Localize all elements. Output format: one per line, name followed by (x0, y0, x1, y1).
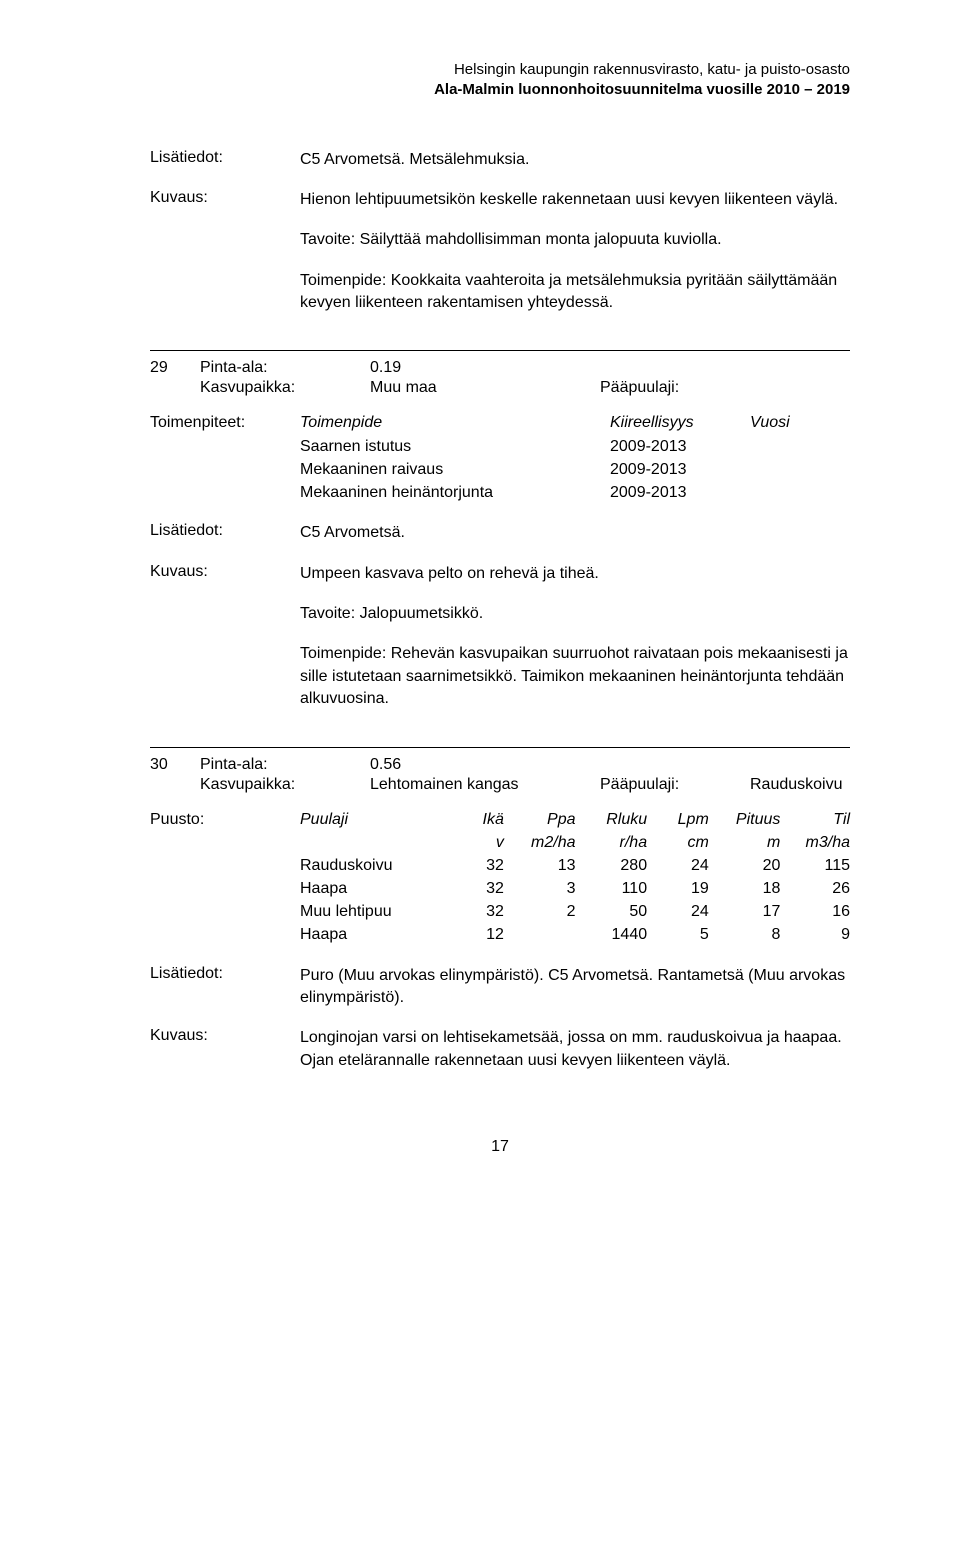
kuvaus-row-30: Kuvaus: Longinojan varsi on lehtisekamet… (150, 1027, 850, 1090)
paapuu-value (750, 379, 850, 397)
page-number: 17 (150, 1138, 850, 1156)
puusto-h-c7: Pituus (709, 808, 781, 831)
kasvu-value: Muu maa (370, 379, 600, 397)
kuvaus-p1: Umpeen kasvava pelto on rehevä ja tiheä. (300, 563, 850, 585)
tp-kv: 2009-2013 (610, 458, 750, 481)
kuvaus-p1: Longinojan varsi on lehtisekametsää, jos… (300, 1027, 850, 1072)
lisatiedot-row-29: Lisätiedot: C5 Arvometsä. (150, 522, 850, 544)
paapuu-label: Pääpuulaji: (600, 776, 750, 794)
pinta-label: Pinta-ala: (200, 359, 370, 377)
lisatiedot-label: Lisätiedot: (150, 149, 300, 171)
tp-head-kv: Kiireellisyys (610, 411, 750, 434)
pinta-value: 0.56 (370, 756, 600, 774)
tp-kv: 2009-2013 (610, 481, 750, 504)
kasvu-label: Kasvupaikka: (200, 776, 370, 794)
puusto-u-c5: r/ha (576, 831, 648, 854)
kuvaus-body: Longinojan varsi on lehtisekametsää, jos… (300, 1027, 850, 1090)
section-29-kasvu: Kasvupaikka: Muu maa Pääpuulaji: (150, 379, 850, 397)
kasvu-value: Lehtomainen kangas (370, 776, 600, 794)
puusto-label: Puusto: (150, 808, 300, 831)
kuvaus-label: Kuvaus: (150, 1027, 300, 1090)
section-29-pinta: 29 Pinta-ala: 0.19 (150, 359, 850, 377)
puusto-row: Muu lehtipuu 32 2 50 24 17 16 (150, 900, 850, 923)
puusto-row: Haapa 12 1440 5 8 9 (150, 923, 850, 946)
pinta-value: 0.19 (370, 359, 600, 377)
puusto-u-c3: v (449, 831, 504, 854)
tp-header-row: Toimenpiteet: Toimenpide Kiireellisyys V… (150, 411, 850, 434)
toimenpiteet-block: Toimenpiteet: Toimenpide Kiireellisyys V… (150, 411, 850, 504)
tp-head-name: Toimenpide (300, 411, 610, 434)
puusto-block: Puusto: Puulaji Ikä Ppa Rluku Lpm Pituus… (150, 808, 850, 947)
tp-name: Mekaaninen heinäntorjunta (300, 481, 610, 504)
paapuu-value: Rauduskoivu (750, 776, 850, 794)
kuvaus-label: Kuvaus: (150, 563, 300, 729)
kuvaus-row: Kuvaus: Hienon lehtipuumetsikön keskelle… (150, 189, 850, 333)
kuvaus-p1: Hienon lehtipuumetsikön keskelle rakenne… (300, 189, 850, 211)
tp-row: Mekaaninen raivaus 2009-2013 (150, 458, 850, 481)
kuvaus-p3: Toimenpide: Rehevän kasvupaikan suurruoh… (300, 643, 850, 710)
section-30-pinta: 30 Pinta-ala: 0.56 (150, 756, 850, 774)
document-page: Helsingin kaupungin rakennusvirasto, kat… (0, 0, 960, 1196)
puusto-h-c4: Ppa (504, 808, 576, 831)
puusto-row: Rauduskoivu 32 13 280 24 20 115 (150, 854, 850, 877)
tp-kv: 2009-2013 (610, 435, 750, 458)
tp-row: Mekaaninen heinäntorjunta 2009-2013 (150, 481, 850, 504)
puusto-h-c6: Lpm (647, 808, 709, 831)
lisatiedot-value: C5 Arvometsä. Metsälehmuksia. (300, 149, 850, 171)
puusto-u-c6: cm (647, 831, 709, 854)
puusto-header-1: Puusto: Puulaji Ikä Ppa Rluku Lpm Pituus… (150, 808, 850, 831)
kuvaus-label: Kuvaus: (150, 189, 300, 333)
tp-head-year: Vuosi (750, 411, 850, 434)
tp-name: Saarnen istutus (300, 435, 610, 458)
header-line-2: Ala-Malmin luonnonhoitosuunnitelma vuosi… (150, 80, 850, 100)
puusto-h-c2: Puulaji (300, 808, 449, 831)
puusto-h-c8: Til (780, 808, 850, 831)
section-id: 29 (150, 359, 200, 377)
lisatiedot-row: Lisätiedot: C5 Arvometsä. Metsälehmuksia… (150, 149, 850, 171)
kuvaus-p2: Tavoite: Jalopuumetsikkö. (300, 603, 850, 625)
section-separator (150, 747, 850, 748)
tp-row: Saarnen istutus 2009-2013 (150, 435, 850, 458)
kuvaus-row-29: Kuvaus: Umpeen kasvava pelto on rehevä j… (150, 563, 850, 729)
pinta-label: Pinta-ala: (200, 756, 370, 774)
lisatiedot-label: Lisätiedot: (150, 965, 300, 1010)
kuvaus-body: Hienon lehtipuumetsikön keskelle rakenne… (300, 189, 850, 333)
puusto-u-c8: m3/ha (780, 831, 850, 854)
puusto-u-c4: m2/ha (504, 831, 576, 854)
section-id: 30 (150, 756, 200, 774)
lisatiedot-value: C5 Arvometsä. (300, 522, 850, 544)
document-header: Helsingin kaupungin rakennusvirasto, kat… (150, 60, 850, 101)
kuvaus-p2: Tavoite: Säilyttää mahdollisimman monta … (300, 229, 850, 251)
puusto-row: Haapa 32 3 110 19 18 26 (150, 877, 850, 900)
paapuu-label: Pääpuulaji: (600, 379, 750, 397)
puusto-h-c3: Ikä (449, 808, 504, 831)
kuvaus-body: Umpeen kasvava pelto on rehevä ja tiheä.… (300, 563, 850, 729)
section-separator (150, 350, 850, 351)
section-30-kasvu: Kasvupaikka: Lehtomainen kangas Pääpuula… (150, 776, 850, 794)
puusto-header-2: v m2/ha r/ha cm m m3/ha (150, 831, 850, 854)
kasvu-label: Kasvupaikka: (200, 379, 370, 397)
lisatiedot-value: Puro (Muu arvokas elinympäristö). C5 Arv… (300, 965, 850, 1010)
puusto-u-c7: m (709, 831, 781, 854)
lisatiedot-label: Lisätiedot: (150, 522, 300, 544)
kuvaus-p3: Toimenpide: Kookkaita vaahteroita ja met… (300, 270, 850, 315)
tp-label: Toimenpiteet: (150, 411, 300, 434)
header-line-1: Helsingin kaupungin rakennusvirasto, kat… (150, 60, 850, 80)
tp-name: Mekaaninen raivaus (300, 458, 610, 481)
puusto-h-c5: Rluku (576, 808, 648, 831)
lisatiedot-row-30: Lisätiedot: Puro (Muu arvokas elinympäri… (150, 965, 850, 1010)
